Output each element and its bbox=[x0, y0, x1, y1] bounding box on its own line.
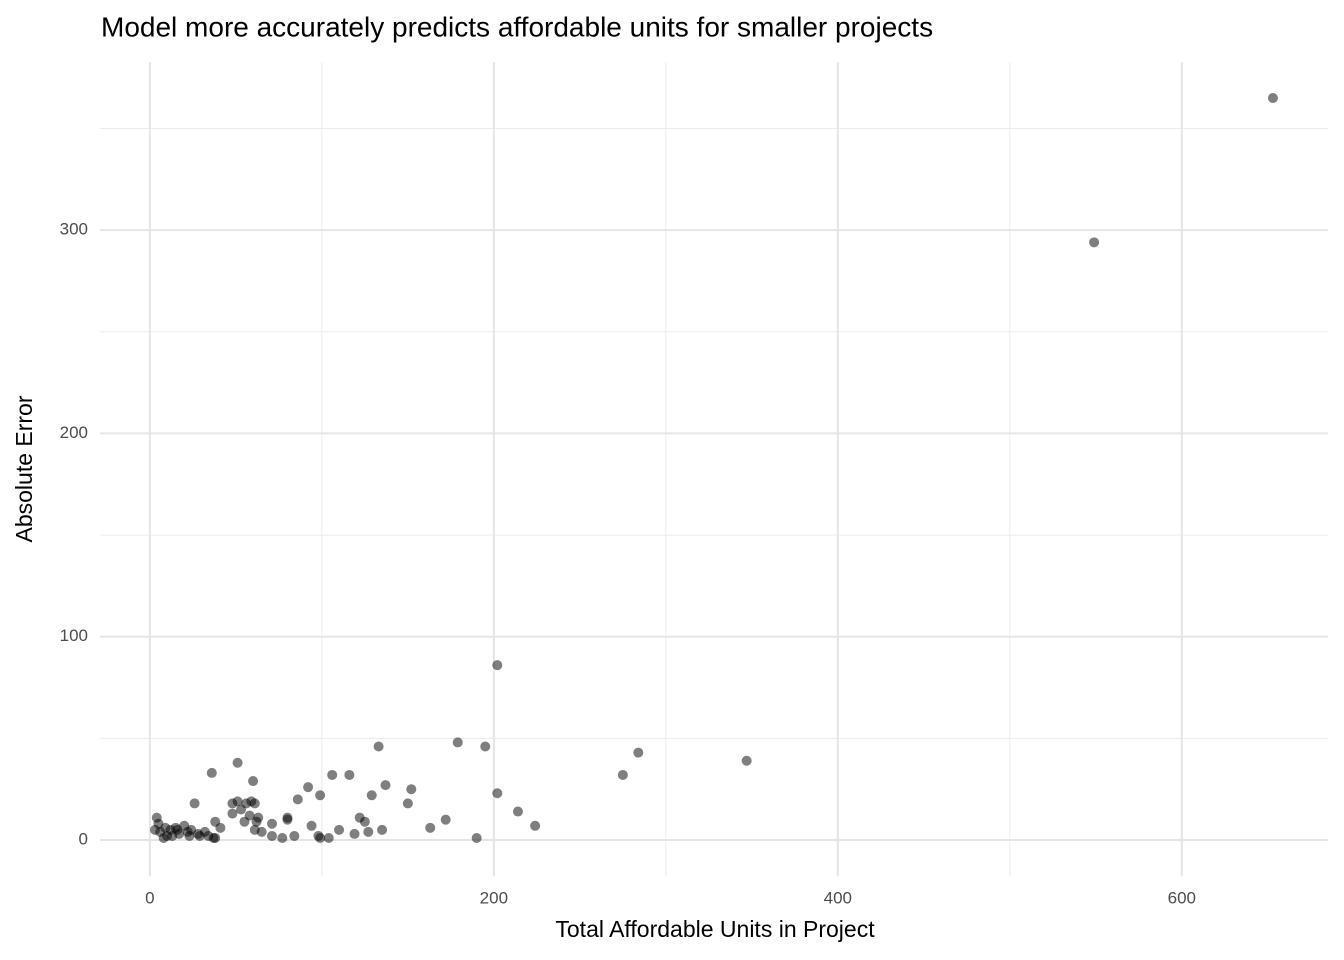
point bbox=[160, 822, 171, 833]
point bbox=[189, 798, 200, 809]
y-tick-label: 0 bbox=[79, 830, 88, 849]
point bbox=[303, 782, 314, 793]
point bbox=[492, 788, 503, 799]
point bbox=[266, 830, 277, 841]
point bbox=[172, 824, 183, 835]
point bbox=[327, 769, 338, 780]
point bbox=[232, 796, 243, 807]
point bbox=[292, 794, 303, 805]
point bbox=[282, 814, 293, 825]
x-tick-label: 200 bbox=[480, 888, 508, 907]
marks bbox=[150, 92, 1278, 843]
point bbox=[366, 790, 377, 801]
x-tick-label: 0 bbox=[145, 888, 154, 907]
point bbox=[1089, 237, 1100, 248]
point bbox=[344, 769, 355, 780]
point bbox=[406, 784, 417, 795]
x-axis-title: Total Affordable Units in Project bbox=[555, 916, 875, 942]
point bbox=[323, 832, 334, 843]
point bbox=[266, 818, 277, 829]
point bbox=[530, 820, 541, 831]
point bbox=[194, 830, 205, 841]
point bbox=[617, 769, 628, 780]
point bbox=[512, 806, 523, 817]
y-tick-label: 200 bbox=[60, 423, 88, 442]
point bbox=[741, 755, 752, 766]
point bbox=[480, 741, 491, 752]
point bbox=[239, 816, 250, 827]
grid bbox=[100, 62, 1328, 876]
point bbox=[633, 747, 644, 758]
point bbox=[215, 822, 226, 833]
point bbox=[249, 824, 260, 835]
point bbox=[315, 832, 326, 843]
point bbox=[182, 826, 193, 837]
point bbox=[380, 780, 391, 791]
point bbox=[249, 798, 260, 809]
y-tick-label: 300 bbox=[60, 220, 88, 239]
x-tick-label: 600 bbox=[1168, 888, 1196, 907]
y-axis-title: Absolute Error bbox=[11, 395, 37, 542]
point bbox=[334, 824, 345, 835]
point bbox=[208, 832, 219, 843]
point bbox=[227, 808, 238, 819]
point bbox=[377, 824, 388, 835]
point bbox=[373, 741, 384, 752]
point bbox=[471, 832, 482, 843]
point bbox=[206, 767, 217, 778]
point bbox=[315, 790, 326, 801]
point bbox=[306, 820, 317, 831]
point bbox=[232, 757, 243, 768]
point bbox=[248, 776, 259, 787]
point bbox=[359, 816, 370, 827]
point bbox=[289, 830, 300, 841]
point bbox=[251, 816, 262, 827]
point bbox=[1267, 92, 1278, 103]
x-tick-label: 400 bbox=[824, 888, 852, 907]
point bbox=[425, 822, 436, 833]
point bbox=[402, 798, 413, 809]
chart-title: Model more accurately predicts affordabl… bbox=[101, 11, 933, 42]
point bbox=[277, 832, 288, 843]
y-tick-label: 100 bbox=[60, 626, 88, 645]
point bbox=[440, 814, 451, 825]
point bbox=[452, 737, 463, 748]
point bbox=[492, 660, 503, 671]
point bbox=[363, 826, 374, 837]
point bbox=[349, 828, 360, 839]
